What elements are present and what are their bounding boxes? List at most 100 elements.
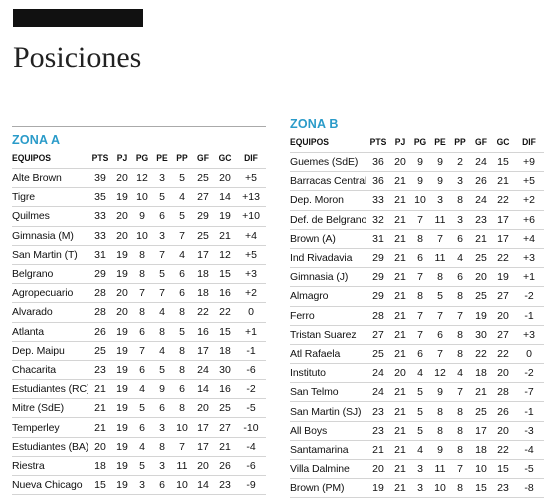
points-cell: 31: [366, 228, 390, 249]
header-pe: PE: [434, 137, 446, 148]
table-row: Brown (A) 31 21 8 7 6 21 17 +4: [290, 228, 544, 249]
goals-for-cell: 15: [470, 478, 492, 499]
team-name-cell: All Boys: [290, 420, 366, 441]
header-equipos: EQUIPOS: [290, 137, 329, 148]
lost-cell: 6: [450, 228, 470, 249]
won-cell: 12: [132, 167, 152, 188]
won-cell: 8: [132, 244, 152, 265]
lost-cell: 8: [172, 340, 192, 361]
lost-cell: 8: [450, 286, 470, 306]
played-cell: 20: [112, 206, 132, 227]
won-cell: 7: [410, 267, 430, 287]
goal-difference-cell: -2: [514, 363, 544, 383]
goals-for-cell: 29: [192, 206, 214, 227]
goals-for-cell: 20: [470, 267, 492, 287]
points-cell: 24: [366, 363, 390, 383]
points-cell: 15: [88, 474, 112, 496]
team-name-cell: Dep. Maipu: [12, 340, 88, 361]
team-name-cell: Gimnasia (J): [290, 267, 366, 287]
points-cell: 21: [88, 379, 112, 399]
table-row: Riestra 18 19 5 3 11 20 26 -6: [12, 455, 266, 476]
goals-against-cell: 26: [214, 455, 236, 476]
lost-cell: 8: [450, 401, 470, 422]
goal-difference-cell: +4: [514, 228, 544, 249]
played-cell: 21: [390, 286, 410, 306]
goals-for-cell: 23: [470, 209, 492, 230]
table-row: Quilmes 33 20 9 6 5 29 19 +10: [12, 206, 266, 227]
drawn-cell: 3: [152, 455, 172, 476]
goals-for-cell: 25: [470, 247, 492, 268]
goal-difference-cell: +9: [514, 151, 544, 172]
header-dif: DIF: [244, 153, 258, 164]
table-row: Dep. Moron 33 21 10 3 8 24 22 +2: [290, 190, 544, 211]
team-name-cell: Barracas Central: [290, 171, 366, 191]
zona-b-table: EQUIPOS PTS PJ PG PE PP GF GC DIF Guemes…: [290, 133, 544, 499]
lost-cell: 7: [450, 305, 470, 326]
table-row: Def. de Belgrano 32 21 7 11 3 23 17 +6: [290, 209, 544, 230]
goals-against-cell: 22: [492, 343, 514, 364]
team-name-cell: Ind Rivadavia: [290, 247, 366, 268]
header-gc: GC: [496, 137, 510, 148]
header-pts: PTS: [369, 137, 387, 148]
table-row: Almagro 29 21 8 5 8 25 27 -2: [290, 286, 544, 306]
points-cell: 19: [366, 478, 390, 499]
won-cell: 4: [132, 436, 152, 457]
lost-cell: 5: [172, 321, 192, 342]
goals-against-cell: 19: [492, 267, 514, 287]
goals-against-cell: 21: [214, 225, 236, 246]
goals-for-cell: 21: [470, 382, 492, 402]
won-cell: 6: [410, 343, 430, 364]
goals-against-cell: 26: [492, 401, 514, 422]
goals-for-cell: 20: [192, 398, 214, 418]
table-row: Alvarado 28 20 8 4 8 22 22 0: [12, 302, 266, 322]
goals-for-cell: 22: [192, 302, 214, 322]
team-name-cell: San Telmo: [290, 382, 366, 402]
zona-b-title: ZONA B: [290, 117, 339, 131]
goals-for-cell: 30: [470, 324, 492, 345]
lost-cell: 8: [450, 420, 470, 441]
won-cell: 10: [132, 225, 152, 246]
points-cell: 28: [366, 305, 390, 326]
points-cell: 28: [88, 283, 112, 303]
goals-against-cell: 23: [214, 474, 236, 496]
lost-cell: 8: [172, 398, 192, 418]
goal-difference-cell: -4: [236, 436, 266, 457]
goals-against-cell: 19: [214, 206, 236, 227]
team-name-cell: Alte Brown: [12, 167, 88, 188]
goals-for-cell: 24: [470, 151, 492, 172]
header-gf: GF: [197, 153, 209, 164]
drawn-cell: 8: [430, 401, 450, 422]
won-cell: 6: [132, 417, 152, 438]
table-header-row: EQUIPOS PTS PJ PG PE PP GF GC DIF: [290, 133, 544, 153]
team-name-cell: Almagro: [290, 286, 366, 306]
goal-difference-cell: +3: [236, 263, 266, 284]
table-header-row: EQUIPOS PTS PJ PG PE PP GF GC DIF: [12, 149, 266, 169]
lost-cell: 11: [172, 455, 192, 476]
table-row: Santamarina 21 21 4 9 8 18 22 -4: [290, 439, 544, 460]
table-row: Ferro 28 21 7 7 7 19 20 -1: [290, 305, 544, 326]
played-cell: 21: [390, 343, 410, 364]
table-row: Estudiantes (BA) 20 19 4 8 7 17 21 -4: [12, 436, 266, 457]
goal-difference-cell: +10: [236, 206, 266, 227]
goals-against-cell: 22: [492, 247, 514, 268]
won-cell: 10: [132, 187, 152, 207]
lost-cell: 7: [172, 436, 192, 457]
goal-difference-cell: +1: [236, 321, 266, 342]
drawn-cell: 5: [152, 187, 172, 207]
table-row: Estudiantes (RC) 21 19 4 9 6 14 16 -2: [12, 379, 266, 399]
played-cell: 19: [112, 359, 132, 380]
drawn-cell: 6: [152, 206, 172, 227]
goal-difference-cell: -1: [514, 305, 544, 326]
won-cell: 9: [410, 171, 430, 191]
header-pg: PG: [135, 153, 149, 164]
points-cell: 21: [88, 417, 112, 438]
lost-cell: 8: [450, 324, 470, 345]
drawn-cell: 3: [152, 417, 172, 438]
table-row: Barracas Central 36 21 9 9 3 26 21 +5: [290, 171, 544, 191]
zona-a-section: ZONA A EQUIPOS PTS PJ PG PE PP GF GC DIF…: [12, 126, 266, 496]
header-pp: PP: [176, 153, 188, 164]
table-row: Gimnasia (M) 33 20 10 3 7 25 21 +4: [12, 225, 266, 246]
goal-difference-cell: -2: [236, 379, 266, 399]
drawn-cell: 8: [152, 436, 172, 457]
table-row: Atlanta 26 19 6 8 5 16 15 +1: [12, 321, 266, 342]
